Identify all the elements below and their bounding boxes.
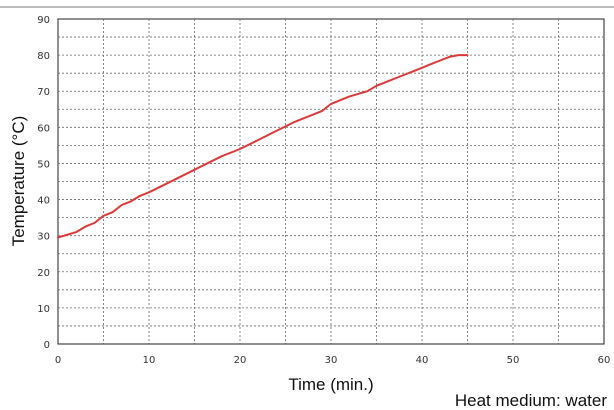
x-axis-title: Time (min.) xyxy=(288,375,373,394)
x-tick-label: 30 xyxy=(325,355,338,366)
x-tick-label: 40 xyxy=(416,355,429,366)
x-tick-label: 20 xyxy=(234,355,247,366)
y-tick-label: 30 xyxy=(37,232,50,243)
x-tick-label: 50 xyxy=(507,355,520,366)
y-axis-title: Temperature (°C) xyxy=(9,116,28,247)
series-group xyxy=(57,54,469,239)
temperature-series-line xyxy=(57,54,469,239)
y-tick-label: 10 xyxy=(37,304,50,315)
x-tick-label: 0 xyxy=(55,355,61,366)
y-tick-label: 40 xyxy=(37,196,50,207)
heat-medium-note: Heat medium: water xyxy=(455,391,607,410)
y-tick-label: 80 xyxy=(37,51,50,62)
y-axis-ticks: 0 10 20 30 40 50 60 70 80 90 xyxy=(37,15,50,351)
x-axis-ticks: 0 10 20 30 40 50 60 xyxy=(55,355,611,366)
y-tick-label: 90 xyxy=(37,15,50,26)
y-tick-label: 70 xyxy=(37,87,50,98)
y-tick-label: 60 xyxy=(37,123,50,134)
grid-lines xyxy=(58,19,604,344)
y-tick-label: 20 xyxy=(37,268,50,279)
x-tick-label: 60 xyxy=(598,355,611,366)
x-tick-label: 10 xyxy=(143,355,156,366)
y-tick-label: 50 xyxy=(37,159,50,170)
y-tick-label: 0 xyxy=(44,340,50,351)
